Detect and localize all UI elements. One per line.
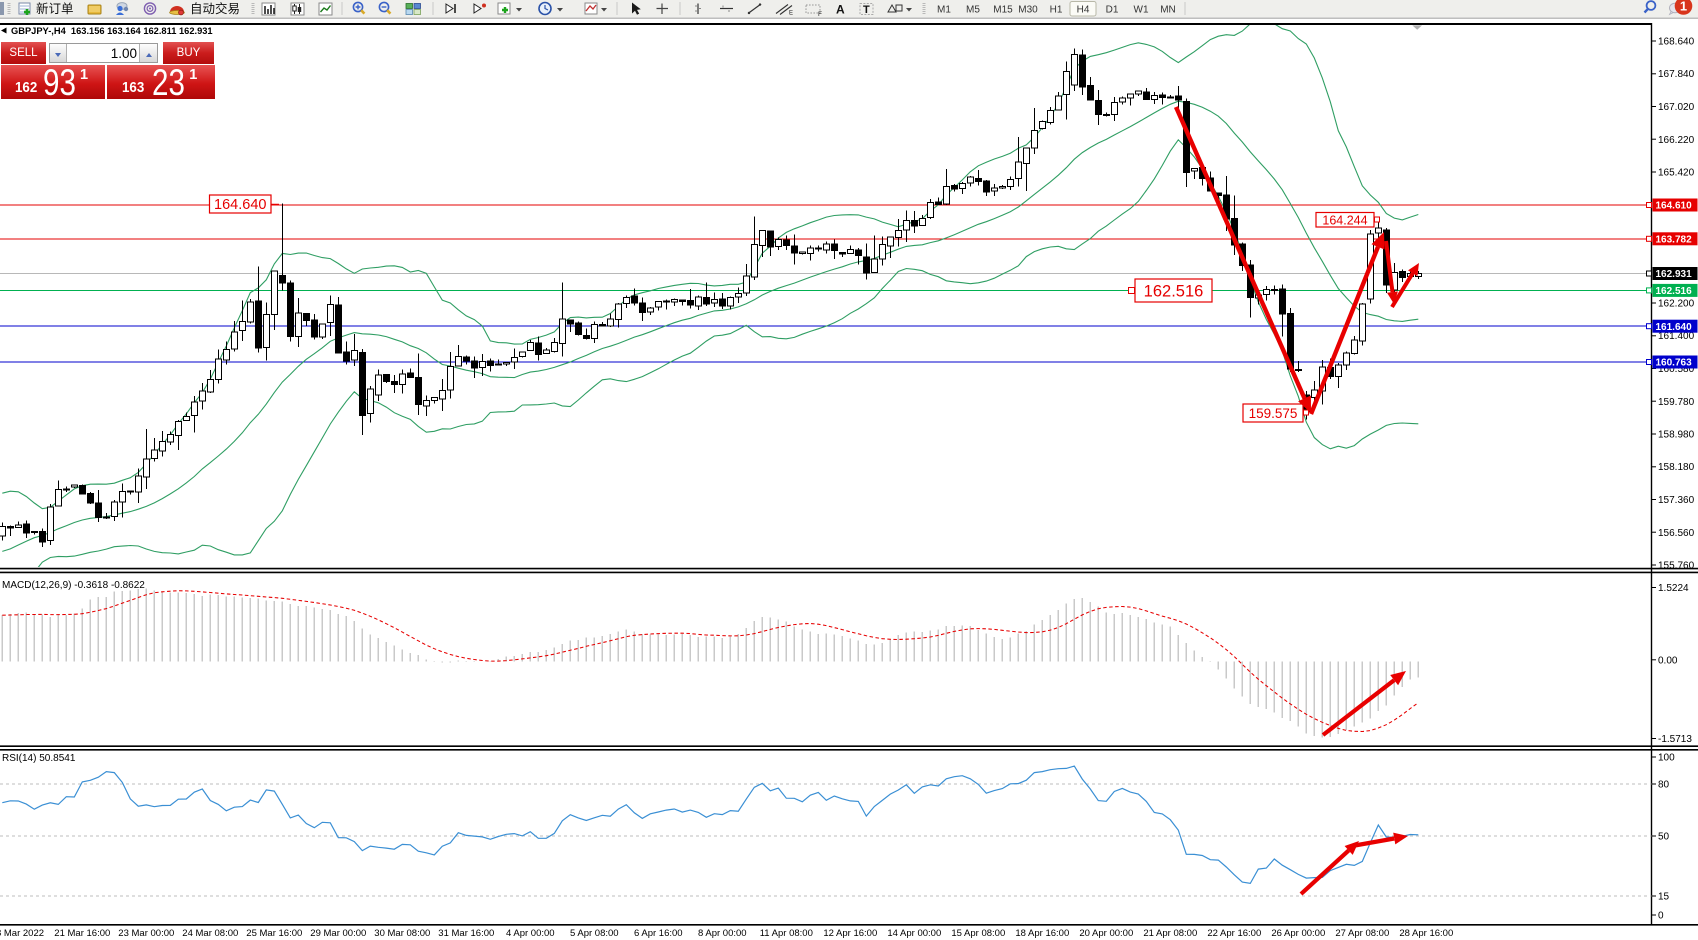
svg-text:163.782: 163.782 (1656, 234, 1693, 245)
svg-text:161.400: 161.400 (1658, 331, 1695, 342)
svg-text:26 Apr 00:00: 26 Apr 00:00 (1271, 928, 1325, 939)
svg-text:M30: M30 (1018, 5, 1038, 16)
svg-text:167.840: 167.840 (1658, 69, 1695, 80)
svg-text:166.220: 166.220 (1658, 135, 1695, 146)
svg-text:168.640: 168.640 (1658, 37, 1695, 48)
svg-text:159.780: 159.780 (1658, 397, 1695, 408)
svg-text:M5: M5 (966, 5, 980, 16)
svg-text:80: 80 (1658, 780, 1670, 791)
svg-text:GBPJPY-,H4 163.156 163.164 16: GBPJPY-,H4 163.156 163.164 162.811 162.9… (11, 26, 213, 36)
svg-text:162.516: 162.516 (1656, 286, 1693, 297)
svg-text:H4: H4 (1077, 5, 1090, 16)
svg-text:8 Mar 2022: 8 Mar 2022 (0, 928, 44, 939)
svg-text:12 Apr 16:00: 12 Apr 16:00 (823, 928, 877, 939)
svg-text:21 Apr 08:00: 21 Apr 08:00 (1143, 928, 1197, 939)
svg-text:161.640: 161.640 (1656, 322, 1693, 333)
svg-text:RSI(14) 50.8541: RSI(14) 50.8541 (2, 753, 76, 764)
svg-text:W1: W1 (1134, 5, 1149, 16)
svg-text:162.516: 162.516 (1144, 282, 1204, 300)
svg-text:T: T (863, 4, 870, 16)
svg-text:0: 0 (1658, 911, 1664, 922)
svg-text:E: E (789, 11, 793, 17)
svg-text:M1: M1 (937, 5, 951, 16)
svg-text:新订单: 新订单 (36, 1, 74, 16)
svg-text:A: A (836, 3, 845, 17)
svg-text:-1.5713: -1.5713 (1658, 734, 1692, 745)
svg-text:164.640: 164.640 (214, 197, 266, 213)
svg-text:4 Apr 00:00: 4 Apr 00:00 (506, 928, 555, 939)
svg-text:50: 50 (1658, 832, 1670, 843)
svg-text:M15: M15 (993, 5, 1013, 16)
svg-text:F: F (818, 11, 822, 18)
svg-text:164.610: 164.610 (1656, 201, 1693, 212)
svg-text:167.020: 167.020 (1658, 102, 1695, 113)
svg-text:22 Apr 16:00: 22 Apr 16:00 (1207, 928, 1261, 939)
svg-text:157.360: 157.360 (1658, 495, 1695, 506)
svg-text:8 Apr 00:00: 8 Apr 00:00 (698, 928, 747, 939)
svg-text:5 Apr 08:00: 5 Apr 08:00 (570, 928, 619, 939)
svg-text:165.420: 165.420 (1658, 168, 1695, 179)
svg-text:0.00: 0.00 (1658, 655, 1678, 666)
svg-text:100: 100 (1658, 753, 1675, 764)
svg-text:6 Apr 16:00: 6 Apr 16:00 (634, 928, 683, 939)
svg-text:29 Mar 00:00: 29 Mar 00:00 (310, 928, 366, 939)
svg-text:1.5224: 1.5224 (1658, 583, 1689, 594)
svg-text:158.980: 158.980 (1658, 430, 1695, 441)
svg-text:30 Mar 08:00: 30 Mar 08:00 (374, 928, 430, 939)
svg-text:162.931: 162.931 (1656, 269, 1693, 280)
svg-text:21 Mar 16:00: 21 Mar 16:00 (54, 928, 110, 939)
svg-text:155.760: 155.760 (1658, 561, 1695, 572)
svg-text:158.180: 158.180 (1658, 462, 1695, 473)
svg-text:1: 1 (1680, 0, 1687, 14)
svg-text:15 Apr 08:00: 15 Apr 08:00 (951, 928, 1005, 939)
svg-text:25 Mar 16:00: 25 Mar 16:00 (246, 928, 302, 939)
svg-text:MN: MN (1160, 5, 1176, 16)
svg-text:18 Apr 16:00: 18 Apr 16:00 (1015, 928, 1069, 939)
svg-text:15: 15 (1658, 892, 1670, 903)
svg-text:27 Apr 08:00: 27 Apr 08:00 (1335, 928, 1389, 939)
svg-text:23 Mar 00:00: 23 Mar 00:00 (118, 928, 174, 939)
svg-text:159.575: 159.575 (1249, 406, 1298, 421)
svg-text:MACD(12,26,9) -0.3618 -0.8622: MACD(12,26,9) -0.3618 -0.8622 (2, 580, 145, 591)
svg-text:162.200: 162.200 (1658, 299, 1695, 310)
svg-text:160.763: 160.763 (1656, 358, 1693, 369)
svg-text:11 Apr 08:00: 11 Apr 08:00 (760, 928, 813, 939)
svg-text:H1: H1 (1050, 5, 1063, 16)
svg-text:24 Mar 08:00: 24 Mar 08:00 (182, 928, 238, 939)
svg-text:164.244: 164.244 (1322, 213, 1367, 227)
svg-text:31 Mar 16:00: 31 Mar 16:00 (438, 928, 494, 939)
svg-text:自动交易: 自动交易 (190, 1, 240, 16)
svg-text:156.560: 156.560 (1658, 528, 1695, 539)
svg-text:D1: D1 (1106, 5, 1119, 16)
svg-text:14 Apr 00:00: 14 Apr 00:00 (887, 928, 941, 939)
svg-text:160.580: 160.580 (1658, 364, 1695, 375)
svg-text:28 Apr 16:00: 28 Apr 16:00 (1399, 928, 1453, 939)
svg-text:20 Apr 00:00: 20 Apr 00:00 (1079, 928, 1133, 939)
